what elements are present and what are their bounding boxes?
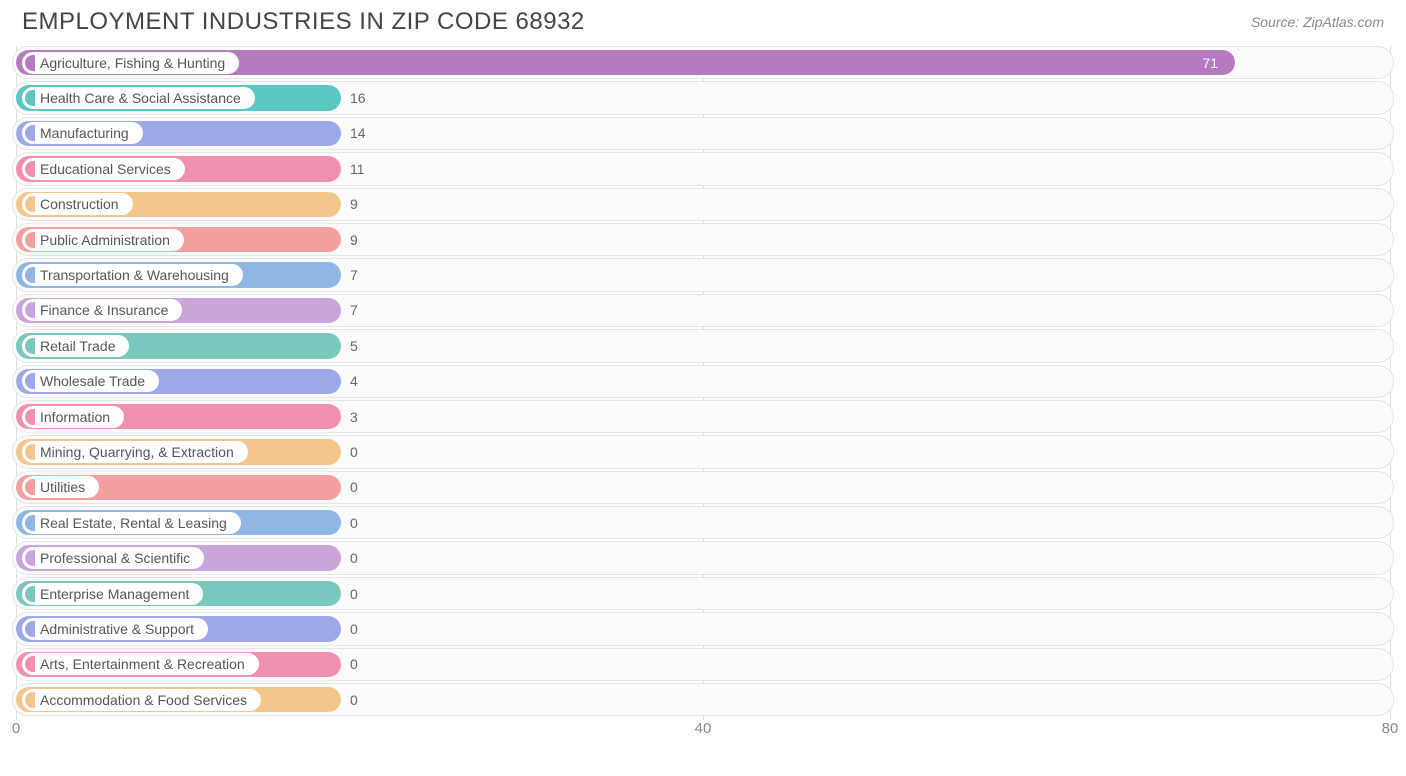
pill-accent (25, 373, 35, 389)
x-axis: 04080 (12, 718, 1394, 742)
pill-accent (25, 338, 35, 354)
pill-accent (25, 444, 35, 460)
bar-label-pill: Accommodation & Food Services (21, 688, 262, 712)
bar-row: Utilities 0 (12, 471, 1394, 504)
bar-label-pill: Enterprise Management (21, 582, 204, 606)
bar-label-pill: Mining, Quarrying, & Extraction (21, 440, 249, 464)
bar-value: 14 (350, 125, 366, 141)
bar-value: 0 (350, 515, 358, 531)
chart-area: Agriculture, Fishing & Hunting 71 Health C… (12, 46, 1394, 746)
pill-accent (25, 196, 35, 212)
bar-label-pill: Wholesale Trade (21, 369, 160, 393)
bar-row: Wholesale Trade 4 (12, 365, 1394, 398)
x-tick-label: 0 (12, 720, 20, 737)
pill-accent (25, 302, 35, 318)
bar-row: Transportation & Warehousing 7 (12, 258, 1394, 291)
pill-accent (25, 55, 35, 71)
x-tick-label: 40 (695, 720, 712, 737)
pill-accent (25, 621, 35, 637)
pill-accent (25, 161, 35, 177)
bar-value: 0 (350, 444, 358, 460)
bar-value: 71 (1202, 55, 1218, 71)
pill-accent (25, 232, 35, 248)
pill-accent (25, 409, 35, 425)
bar-label-pill: Information (21, 405, 125, 429)
pill-accent (25, 479, 35, 495)
bar-label-pill: Manufacturing (21, 121, 144, 145)
bar-value: 7 (350, 302, 358, 318)
chart-source: Source: ZipAtlas.com (1251, 8, 1384, 30)
bar-value: 9 (350, 232, 358, 248)
pill-accent (25, 515, 35, 531)
bar-row: Mining, Quarrying, & Extraction 0 (12, 435, 1394, 468)
pill-accent (25, 692, 35, 708)
bar-label-pill: Public Administration (21, 228, 185, 252)
bar-value: 0 (350, 586, 358, 602)
bar-label-pill: Real Estate, Rental & Leasing (21, 511, 242, 535)
bar-row: Retail Trade 5 (12, 329, 1394, 362)
bar-value: 9 (350, 196, 358, 212)
bar-label-pill: Professional & Scientific (21, 546, 205, 570)
bar-label-pill: Construction (21, 192, 134, 216)
bar-label-pill: Retail Trade (21, 334, 130, 358)
pill-accent (25, 267, 35, 283)
bar-row: Administrative & Support 0 (12, 612, 1394, 645)
bar-value: 16 (350, 90, 366, 106)
bar-row: Real Estate, Rental & Leasing 0 (12, 506, 1394, 539)
bar-row: Agriculture, Fishing & Hunting 71 (12, 46, 1394, 79)
bar-rows: Agriculture, Fishing & Hunting 71 Health C… (12, 46, 1394, 716)
bar-label-pill: Educational Services (21, 157, 186, 181)
bar-label-pill: Health Care & Social Assistance (21, 86, 256, 110)
bar-value: 0 (350, 479, 358, 495)
bar-label-pill: Transportation & Warehousing (21, 263, 244, 287)
bar-row: Information 3 (12, 400, 1394, 433)
bar-label-pill: Agriculture, Fishing & Hunting (21, 51, 240, 75)
bar-value: 4 (350, 373, 358, 389)
x-tick-label: 80 (1382, 720, 1399, 737)
bar-row: Accommodation & Food Services 0 (12, 683, 1394, 716)
pill-accent (25, 550, 35, 566)
bar-value: 0 (350, 656, 358, 672)
pill-accent (25, 90, 35, 106)
bar-value: 5 (350, 338, 358, 354)
bar-value: 0 (350, 550, 358, 566)
bar-value: 7 (350, 267, 358, 283)
bar-label-pill: Arts, Entertainment & Recreation (21, 652, 260, 676)
bar-value: 11 (350, 161, 365, 177)
bar-value: 3 (350, 409, 358, 425)
bar-row: Manufacturing 14 (12, 117, 1394, 150)
bar-value: 0 (350, 621, 358, 637)
bar-row: Construction 9 (12, 188, 1394, 221)
bar-label-pill: Utilities (21, 475, 100, 499)
bar-row: Arts, Entertainment & Recreation 0 (12, 648, 1394, 681)
bar-label-pill: Finance & Insurance (21, 298, 183, 322)
bar-label-pill: Administrative & Support (21, 617, 209, 641)
chart-title: EMPLOYMENT INDUSTRIES IN ZIP CODE 68932 (22, 8, 585, 36)
pill-accent (25, 125, 35, 141)
chart-header: EMPLOYMENT INDUSTRIES IN ZIP CODE 68932 … (0, 0, 1406, 40)
pill-accent (25, 656, 35, 672)
bar-value: 0 (350, 692, 358, 708)
bar-row: Finance & Insurance 7 (12, 294, 1394, 327)
bar-row: Educational Services 11 (12, 152, 1394, 185)
bar-row: Enterprise Management 0 (12, 577, 1394, 610)
pill-accent (25, 586, 35, 602)
bar-row: Professional & Scientific 0 (12, 541, 1394, 574)
bar-row: Public Administration 9 (12, 223, 1394, 256)
bar-row: Health Care & Social Assistance 16 (12, 81, 1394, 114)
